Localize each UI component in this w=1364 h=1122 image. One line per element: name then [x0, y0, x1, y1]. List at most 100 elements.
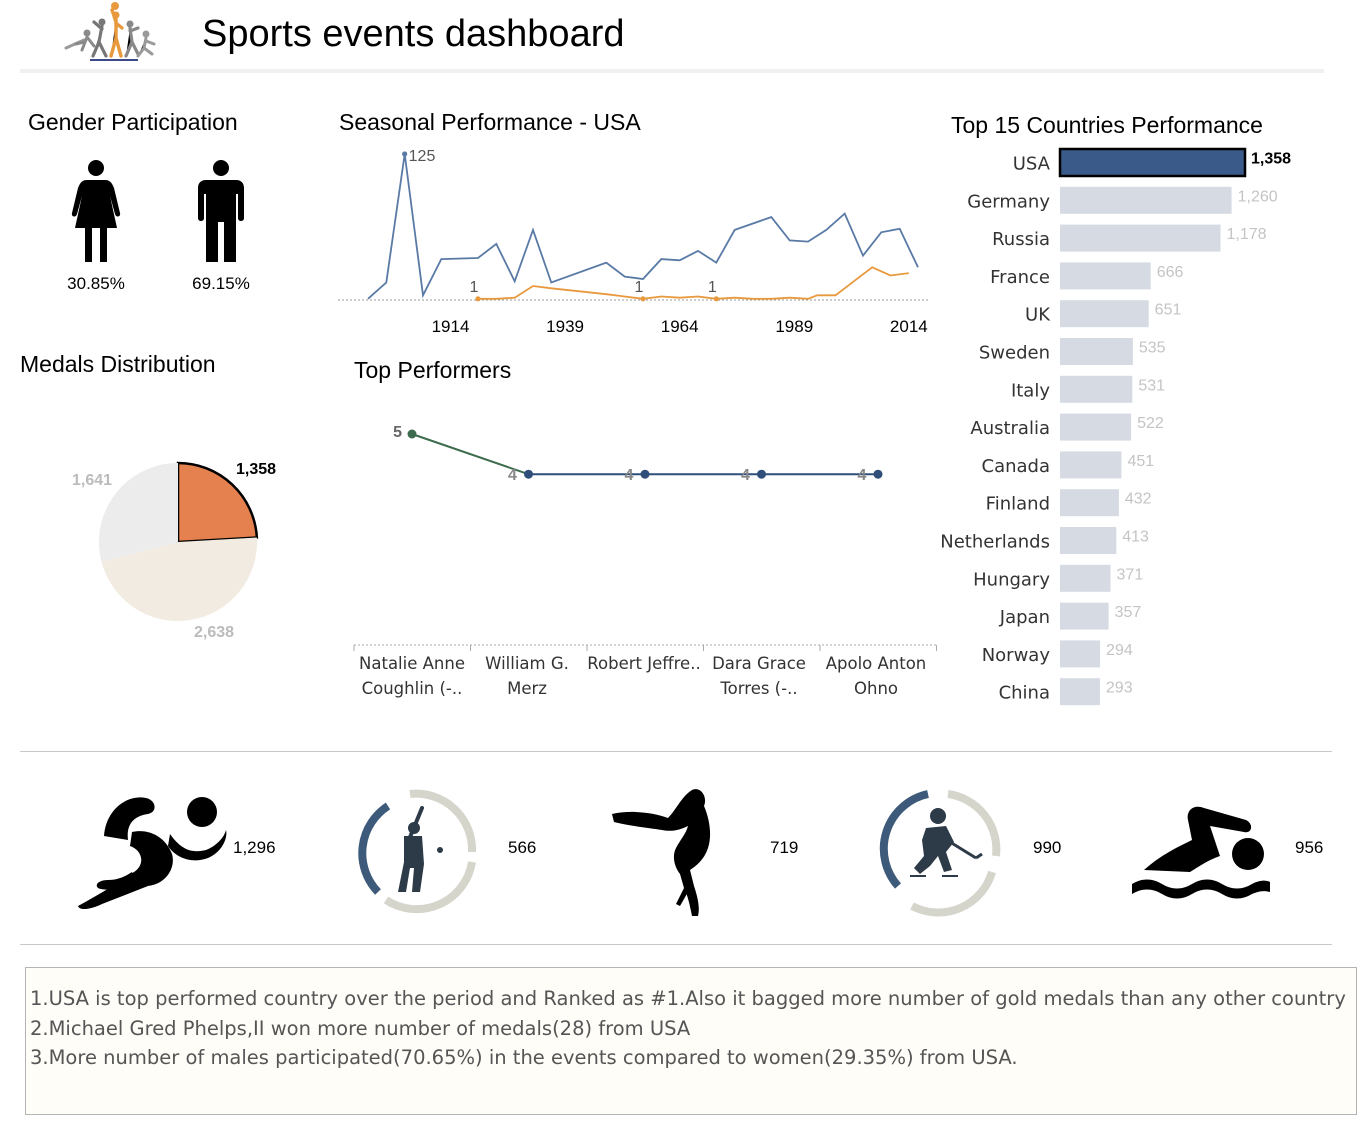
running-icon	[74, 788, 232, 917]
page-title: Sports events dashboard	[202, 13, 625, 55]
country-label: Hungary	[973, 569, 1050, 590]
performer-label: Apolo Anton Ohno	[825, 654, 927, 698]
country-value-label: 651	[1155, 302, 1182, 319]
insight-text: 1.USA is top performed country over the …	[30, 987, 1346, 1010]
country-bar	[1060, 489, 1119, 517]
seasonal-point-label: 125	[409, 148, 436, 165]
swimming-medals-value: 956	[1295, 838, 1324, 857]
seasonal-series-line-a	[367, 153, 919, 300]
swimming-icon	[1128, 800, 1274, 911]
country-bar	[1058, 147, 1247, 178]
country-label: Russia	[992, 229, 1050, 250]
country-label: Canada	[982, 456, 1051, 477]
seasonal-point-label: 1	[470, 279, 479, 296]
seasonal-point-marker	[402, 151, 408, 157]
country-bar	[1060, 300, 1149, 328]
country-label: Germany	[967, 191, 1050, 212]
country-bar	[1060, 262, 1151, 290]
country-value-label: 413	[1122, 529, 1149, 546]
seasonal-x-tick: 1964	[661, 317, 699, 336]
pie-slice	[176, 461, 259, 544]
hockey-medals-value: 990	[1033, 838, 1062, 857]
performer-value-label: 4	[741, 467, 750, 484]
country-value-label: 294	[1106, 642, 1133, 659]
performer-value-label: 5	[393, 424, 402, 441]
country-value-label: 1,358	[1251, 151, 1291, 168]
country-label: Norway	[982, 645, 1051, 666]
seasonal-series-line-b	[478, 266, 909, 300]
country-value-label: 357	[1115, 604, 1142, 621]
country-value-label: 535	[1139, 340, 1166, 357]
insight-text: 3.More number of males participated(70.6…	[30, 1046, 1018, 1069]
performer-value-label: 4	[858, 467, 867, 484]
country-label: UK	[1025, 305, 1051, 326]
baseball-icon	[348, 784, 484, 925]
country-bar	[1060, 602, 1109, 630]
seasonal-point-marker	[475, 296, 481, 302]
male-percentage: 69.15%	[192, 274, 250, 293]
country-label: Italy	[1011, 380, 1050, 401]
insight-text: 2.Michael Gred Phelps,II won more number…	[30, 1016, 691, 1040]
pie-slice	[101, 537, 257, 621]
baseball-medals-value: 566	[508, 838, 537, 857]
gymnastics-icon	[610, 786, 730, 925]
seasonal-point-label: 1	[635, 279, 644, 296]
performer-point	[524, 469, 533, 479]
country-label: Sweden	[979, 343, 1050, 364]
male-icon	[196, 158, 246, 271]
country-label: Japan	[999, 607, 1050, 628]
section-divider	[20, 944, 1332, 945]
insights-panel: 1.USA is top performed country over the …	[25, 967, 1357, 1115]
pie-slice	[98, 463, 178, 563]
medals-distribution-title: Medals Distribution	[20, 351, 216, 377]
country-value-label: 451	[1127, 453, 1154, 470]
country-value-label: 1,260	[1238, 188, 1278, 205]
pie-slice-label: 2,638	[194, 624, 234, 641]
country-bar	[1060, 640, 1101, 668]
performer-point	[873, 469, 883, 479]
country-label: France	[990, 267, 1050, 288]
top-performers-chart: 5 4 4 4 4	[340, 400, 950, 660]
pie-slice-label: 1,358	[236, 461, 276, 478]
top-countries-title: Top 15 Countries Performance	[951, 112, 1263, 138]
country-bar	[1060, 186, 1232, 214]
gymnastics-medals-value: 719	[770, 838, 799, 857]
country-value-label: 522	[1137, 415, 1164, 432]
female-icon	[70, 158, 122, 271]
country-bar	[1060, 451, 1122, 479]
country-value-label: 1,178	[1226, 226, 1266, 243]
country-value-label: 432	[1125, 491, 1152, 508]
seasonal-point-label: 1	[708, 279, 717, 296]
performers-segment	[411, 433, 529, 476]
country-bar	[1060, 527, 1117, 554]
female-percentage: 30.85%	[67, 274, 125, 293]
performer-label: William G. Merz	[485, 654, 569, 698]
performer-value-label: 4	[625, 467, 634, 484]
performer-point	[757, 469, 766, 479]
sports-logo-icon	[62, 0, 162, 62]
country-bar	[1060, 678, 1100, 706]
seasonal-point-marker	[640, 296, 646, 302]
country-value-label: 371	[1117, 566, 1144, 583]
seasonal-point-marker	[713, 296, 719, 302]
medals-pie-chart: 1,358 2,638 1,641	[50, 440, 310, 665]
country-bar	[1060, 564, 1111, 592]
top-performers-title: Top Performers	[354, 357, 512, 383]
seasonal-performance-title: Seasonal Performance - USA	[339, 109, 641, 135]
seasonal-x-tick: 1989	[775, 317, 813, 336]
performer-label: Dara Grace Torres (-..	[712, 654, 806, 698]
header-divider	[20, 69, 1324, 73]
country-bar	[1060, 375, 1133, 403]
top-countries-bar-chart: USA 1,358 Germany 1,260 Russia 1,178 France 666…	[930, 140, 1355, 730]
performer-point	[640, 469, 650, 479]
performer-point	[407, 429, 417, 439]
country-label: USA	[1013, 154, 1051, 175]
country-bar	[1060, 413, 1132, 441]
country-label: Australia	[970, 418, 1050, 439]
country-bar	[1060, 224, 1221, 252]
performer-value-label: 4	[508, 467, 517, 484]
gender-participation-title: Gender Participation	[28, 109, 238, 135]
pie-slice-label: 1,641	[72, 472, 112, 489]
country-value-label: 293	[1106, 680, 1133, 697]
country-bar	[1060, 338, 1133, 365]
